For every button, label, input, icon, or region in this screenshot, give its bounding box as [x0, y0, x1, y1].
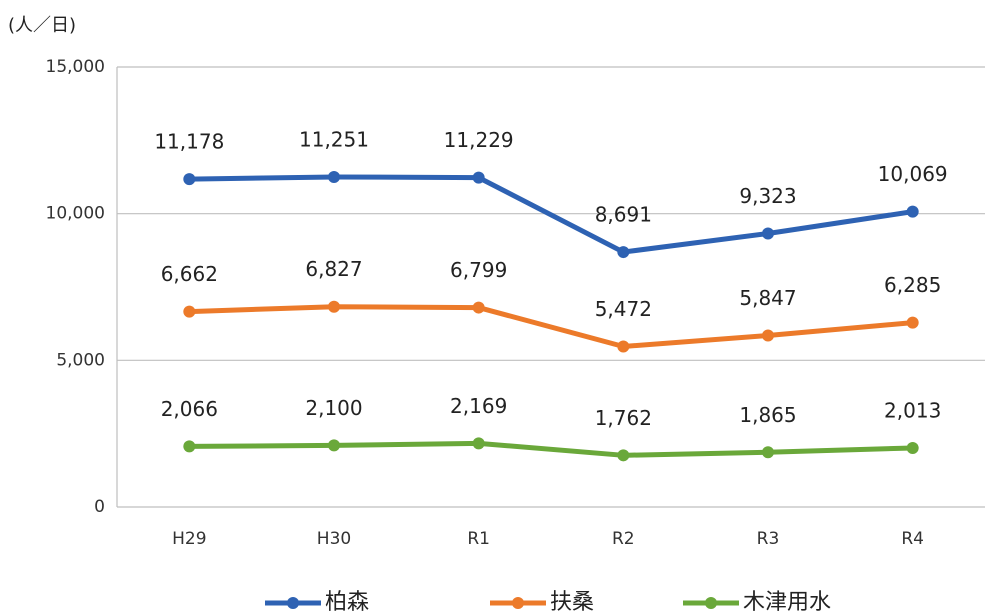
series-line: [189, 174, 914, 255]
x-tick-label: H29: [172, 529, 206, 549]
x-tick-label: H30: [317, 529, 351, 549]
point: [617, 340, 630, 353]
series-line: [189, 304, 913, 349]
data-label: 11,178: [154, 130, 224, 154]
point: [762, 227, 774, 240]
y-tick-label: 10,000: [46, 204, 105, 224]
data-label: 2,100: [305, 396, 362, 420]
y-axis-label: (人／日): [8, 15, 76, 36]
x-tick-label: R3: [757, 529, 780, 549]
data-label: 5,847: [739, 286, 796, 310]
data-label: 6,285: [884, 273, 941, 297]
x-tick-label: R4: [901, 529, 924, 549]
point: [328, 170, 340, 183]
point: [328, 300, 340, 313]
y-tick-label: 5,000: [56, 350, 105, 370]
data-label: 11,251: [299, 127, 369, 151]
point: [906, 205, 919, 218]
data-label: 9,323: [739, 184, 796, 208]
point: [762, 446, 774, 459]
data-label: 10,069: [878, 162, 948, 186]
series-line: [189, 440, 913, 458]
data-label: 6,799: [450, 258, 507, 282]
x-tick-label: R1: [467, 529, 490, 549]
data-label: 8,691: [595, 203, 652, 227]
y-tick-label: 15,000: [46, 57, 105, 77]
data-label: 6,662: [161, 262, 218, 286]
point: [183, 173, 196, 186]
point: [472, 437, 485, 450]
point: [183, 305, 196, 318]
point: [617, 246, 630, 259]
point: [328, 439, 340, 452]
legend-label: 柏森: [325, 590, 369, 615]
data-label: 2,013: [884, 398, 941, 422]
point: [617, 449, 630, 462]
data-label: 2,066: [161, 397, 218, 421]
legend-marker: [705, 597, 717, 609]
data-label: 11,229: [444, 128, 514, 152]
data-label: 1,762: [595, 406, 652, 430]
point: [762, 329, 774, 342]
data-label: 5,472: [595, 297, 652, 321]
data-label: 6,827: [305, 257, 362, 281]
point: [906, 316, 919, 329]
point: [472, 171, 485, 184]
point: [906, 441, 919, 454]
legend-marker: [287, 597, 299, 609]
point: [183, 440, 196, 453]
legend-marker: [512, 597, 524, 609]
y-tick-label: 0: [94, 497, 105, 517]
legend-label: 扶桑: [550, 590, 594, 615]
data-label: 1,865: [739, 403, 796, 427]
legend-label: 木津用水: [743, 590, 831, 615]
data-label: 2,169: [450, 394, 507, 418]
x-tick-label: R2: [612, 529, 635, 549]
point: [472, 301, 485, 314]
